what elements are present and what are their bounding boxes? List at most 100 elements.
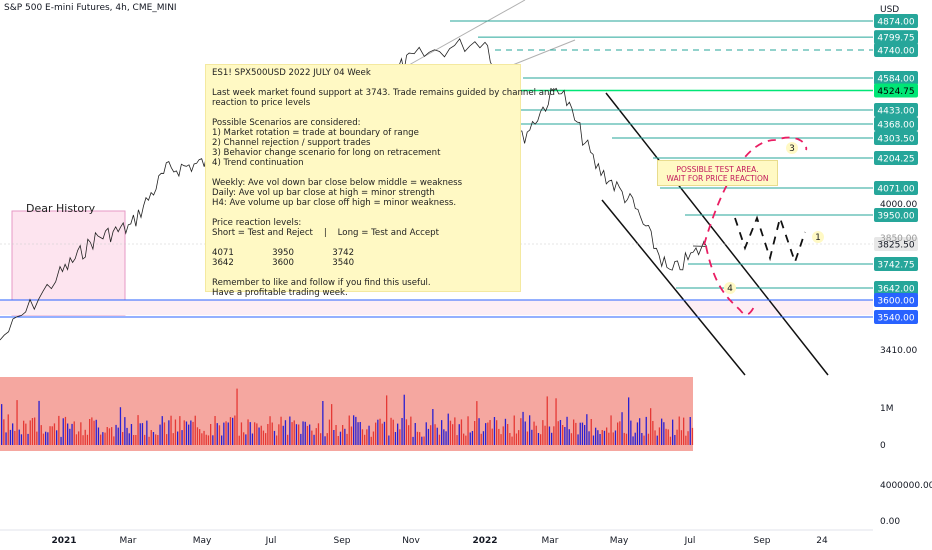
volume-bar xyxy=(436,427,438,445)
volume-bar xyxy=(148,436,150,445)
volume-bar xyxy=(243,432,245,445)
volume-bar xyxy=(282,425,284,445)
possible-test-area-note: POSSIBLE TEST AREA. WAIT FOR PRICE REACT… xyxy=(657,160,778,186)
volume-bar xyxy=(658,427,661,445)
volume-bar xyxy=(522,411,524,445)
volume-bar xyxy=(5,432,7,445)
volume-bar xyxy=(581,422,584,445)
volume-bar xyxy=(196,427,199,445)
volume-bar xyxy=(93,420,95,445)
volume-bar xyxy=(229,417,232,445)
level-badge xyxy=(874,257,918,271)
volume-bar xyxy=(520,418,522,445)
volume-bar xyxy=(122,432,124,445)
volume-bar xyxy=(124,417,126,445)
volume-bar xyxy=(537,433,540,445)
volume-bar xyxy=(135,435,137,445)
volume-bar xyxy=(577,434,579,445)
volume-bar xyxy=(480,433,482,445)
volume-bar xyxy=(443,429,445,445)
volume-bar xyxy=(251,433,254,445)
volume-bar xyxy=(465,435,467,445)
volume-bar xyxy=(691,427,694,445)
level-label: 4874.00 xyxy=(877,18,914,28)
y-label-3850: 3850.00 xyxy=(880,234,917,244)
volume-bar xyxy=(601,430,603,445)
volume-bar xyxy=(441,420,443,445)
scenario-1-path xyxy=(734,214,806,265)
level-badge xyxy=(874,281,918,295)
volume-bar xyxy=(498,428,500,445)
volume-bar xyxy=(284,420,287,445)
volume-bar xyxy=(218,425,221,445)
level-badge xyxy=(874,208,918,222)
y-axis-labels: 4000.00 3850.00 3410.00 1M 0 4000000.00 … xyxy=(880,200,932,527)
x-axis-ticks: 2021 Mar May Jul Sep Nov 2022 Mar May Jul Sep 24 xyxy=(51,536,828,546)
volume-bar xyxy=(210,424,212,445)
volume-bar xyxy=(412,436,414,445)
x-tick-label: Jul xyxy=(684,536,696,546)
volume-bar xyxy=(157,435,159,445)
volume-bar xyxy=(680,430,683,445)
note-line: Last week market found support at 3743. … xyxy=(212,88,555,98)
channel-lower xyxy=(601,199,746,376)
volume-bar xyxy=(185,421,188,445)
volume-bar xyxy=(271,422,273,445)
volume-bar xyxy=(47,432,49,445)
volume-bar xyxy=(295,424,298,445)
volume-bar xyxy=(656,435,658,445)
volume-bar xyxy=(309,424,311,445)
volume-bar xyxy=(258,427,260,445)
volume-bar xyxy=(344,428,346,445)
volume-bar xyxy=(181,430,183,445)
vol-label-1m: 1M xyxy=(880,404,894,414)
note-line: Have a profitable trading week. xyxy=(212,288,348,298)
x-tick-label: May xyxy=(193,536,212,546)
volume-bar xyxy=(485,423,487,445)
volume-bar xyxy=(113,436,115,445)
volume-bar xyxy=(390,417,392,445)
note-line: Daily: Ave vol up bar close at high = mi… xyxy=(212,188,435,198)
x-tick-label: 24 xyxy=(816,536,828,546)
volume-bar xyxy=(1,404,3,445)
level-badge xyxy=(874,14,918,28)
volume-bar xyxy=(225,421,227,445)
note-line: 2) Channel rejection / support trades xyxy=(212,138,371,148)
volume-bar xyxy=(67,423,69,445)
volume-bar xyxy=(491,428,493,445)
volume-bar xyxy=(73,421,75,445)
scenario-1-marker xyxy=(812,231,824,243)
dear-history-label: Dear History xyxy=(26,202,96,215)
volume-bar xyxy=(432,409,434,445)
volume-bar xyxy=(685,435,687,445)
volume-bar xyxy=(3,419,5,445)
note-line xyxy=(212,208,514,218)
volume-bar xyxy=(361,429,364,445)
volume-bar xyxy=(654,430,656,445)
x-tick-label: Sep xyxy=(754,536,771,546)
scenario-4-path xyxy=(705,245,756,316)
level-label: 3540.00 xyxy=(877,314,914,324)
volume-bar xyxy=(146,420,148,445)
volume-bar xyxy=(306,425,309,445)
volume-bar xyxy=(469,432,471,445)
volume-bar xyxy=(364,434,366,445)
volume-bar xyxy=(108,428,111,445)
y-label-4000: 4000.00 xyxy=(880,200,917,210)
level-badge xyxy=(874,181,918,195)
volume-bar xyxy=(454,417,456,445)
volume-bar xyxy=(311,430,313,445)
volume-bar xyxy=(273,430,276,445)
volume-bar xyxy=(403,394,405,445)
volume-bar xyxy=(386,395,388,445)
volume-bar xyxy=(170,415,172,445)
volume-bar xyxy=(487,422,489,445)
volume-bar xyxy=(71,423,73,445)
volume-bar xyxy=(575,422,577,445)
volume-bar xyxy=(84,429,86,445)
volume-bar xyxy=(562,425,564,445)
volume-bar xyxy=(383,421,386,445)
volume-bar xyxy=(416,431,419,445)
volume-bar xyxy=(408,425,410,445)
